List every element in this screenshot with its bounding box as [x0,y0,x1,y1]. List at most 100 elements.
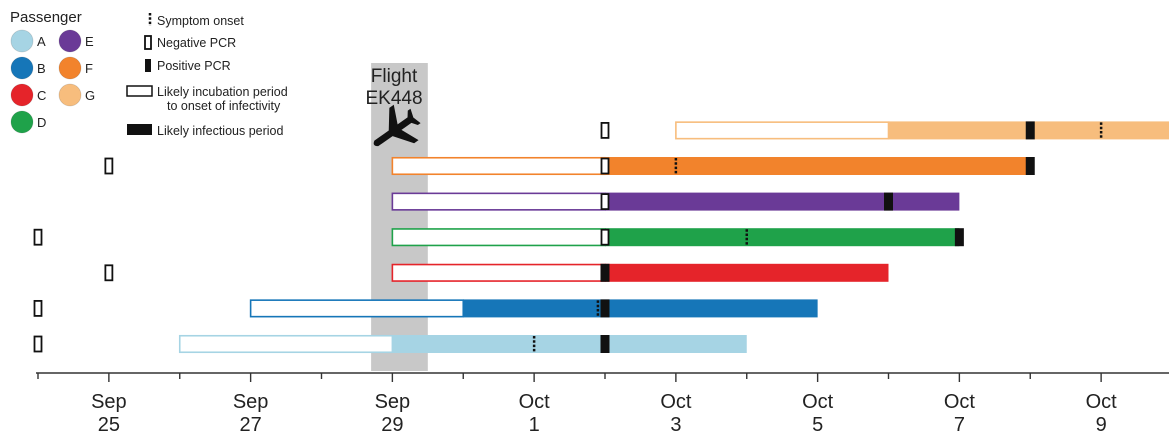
incubation-period-bar [249,299,465,318]
x-tick-label-day: 3 [670,414,681,436]
legend-passenger-label: G [85,88,95,103]
negative-pcr-marker [33,335,43,353]
x-tick-label-month: Sep [91,391,127,413]
incubation-period-bar [391,192,606,211]
incubation-period-bar [391,156,606,176]
passenger-color-swatch [10,29,34,53]
x-tick-label-month: Oct [944,391,976,413]
infectious-period-bar [463,299,818,318]
airplane-icon [373,104,421,147]
passenger-color-swatch [58,29,82,53]
legend-passenger-label: E [85,34,94,49]
flight-label-line1: Flight [371,66,418,87]
flight-band [371,63,428,371]
passenger-bars-layer [33,121,1169,354]
legend-passenger-e: E [58,29,94,53]
legend-positive-pcr: Positive PCR [145,59,231,73]
negative-pcr-icon [144,35,152,50]
x-tick-label-day: 27 [240,414,262,436]
passenger-color-swatch [10,56,34,80]
legend-incubation-label-2: to onset of infectivity [167,99,281,113]
legend-passenger-label: D [37,115,46,130]
negative-pcr-marker [104,157,114,175]
flight-label-line2: EK448 [365,88,422,109]
incubation-period-bar [675,121,890,140]
x-tick-label-day: 7 [954,414,965,436]
legend-passenger-title: Passenger [10,9,82,26]
positive-pcr-marker [954,228,964,247]
legend-negative-pcr: Negative PCR [144,35,236,50]
legend-symptom-onset: Symptom onset [148,13,244,28]
negative-pcr-marker [33,299,43,317]
passenger-row-b [33,299,818,318]
incubation-period-bar [391,263,606,282]
x-tick-label-month: Oct [1086,391,1118,413]
legend-passenger-label: C [37,88,46,103]
passenger-row-d [33,228,964,247]
legend-passenger-d: D [10,110,46,134]
incubation-period-bar [391,228,606,247]
positive-pcr-marker [884,192,893,211]
incubation-period-icon [126,85,153,97]
negative-pcr-marker [600,228,610,246]
legend-passenger-a: A [10,29,46,53]
passenger-color-swatch [58,83,82,107]
infectious-period-bar [605,228,960,247]
passenger-color-swatch [58,56,82,80]
flight-label-layer: Flight EK448 [365,66,423,147]
positive-pcr-marker [1025,121,1035,140]
x-tick-label-month: Oct [802,391,834,413]
legend-passenger-f: F [58,56,93,80]
negative-pcr-marker [104,264,114,282]
positive-pcr-icon [145,59,151,72]
legend-infectious: Likely infectious period [127,124,284,138]
passenger-row-f [104,156,1035,176]
infectious-period-icon [127,124,152,135]
negative-pcr-marker [33,228,43,246]
legend-passenger-c: C [10,83,46,107]
x-tick-label-day: 1 [529,414,540,436]
x-tick-label-day: 25 [98,414,120,436]
negative-pcr-marker [600,193,610,211]
infectious-period-bar [392,335,747,353]
passenger-row-a [33,334,747,354]
legend-passenger-b: B [10,56,46,80]
x-tick-label-month: Oct [519,391,551,413]
positive-pcr-marker [1025,157,1035,175]
passenger-row-e [391,192,960,211]
passenger-row-g [600,121,1169,140]
legend-passenger-label: B [37,61,46,76]
legend-passenger-g: G [58,83,95,107]
passenger-color-swatch [10,83,34,107]
legend-passenger-label: A [37,34,46,49]
legend-incubation-label-1: Likely incubation period [157,85,288,99]
passenger-row-c [104,263,889,282]
infectious-period-bar [605,263,889,282]
positive-pcr-marker [600,335,610,353]
legend-negative-pcr-label: Negative PCR [157,36,236,50]
flight-band-layer [371,63,428,371]
legend-incubation: Likely incubation period to onset of inf… [126,85,288,113]
legend-infectious-label: Likely infectious period [157,124,284,138]
x-tick-label-month: Sep [375,391,411,413]
infectious-period-bar [605,157,1031,175]
x-tick-label-day: 29 [381,414,403,436]
positive-pcr-marker [600,299,610,318]
x-tick-label-day: 5 [812,414,823,436]
positive-pcr-marker [600,263,610,282]
negative-pcr-marker [600,157,610,175]
negative-pcr-marker [600,122,610,139]
legend-passenger-label: F [85,61,93,76]
x-tick-label-day: 9 [1096,414,1107,436]
legend-symptom-onset-label: Symptom onset [157,14,244,28]
infectious-period-bar [605,192,960,211]
incubation-period-bar [178,334,394,354]
legend-positive-pcr-label: Positive PCR [157,59,231,73]
x-tick-label-month: Oct [660,391,692,413]
passenger-color-swatch [10,110,34,134]
x-tick-label-month: Sep [233,391,269,413]
